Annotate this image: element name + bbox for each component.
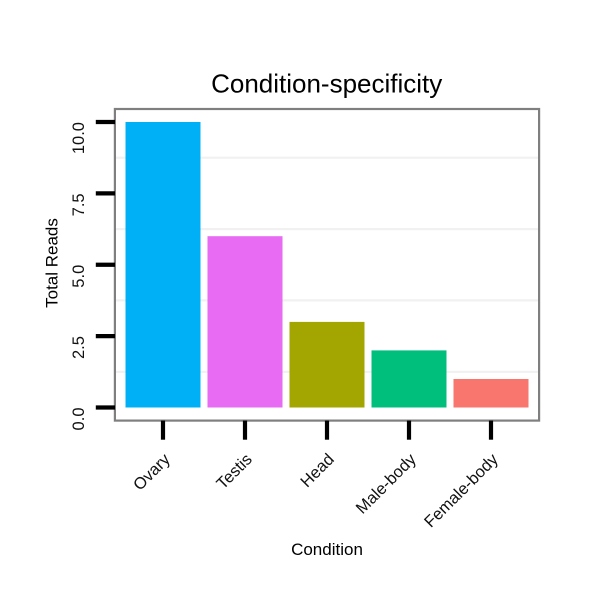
svg-text:Condition-specificity: Condition-specificity [211, 69, 442, 99]
svg-text:7.5: 7.5 [70, 193, 88, 216]
svg-text:5.0: 5.0 [70, 265, 88, 288]
svg-text:0.0: 0.0 [70, 408, 88, 431]
svg-text:2.5: 2.5 [70, 336, 88, 359]
svg-text:Total Reads: Total Reads [43, 218, 62, 308]
svg-text:10.0: 10.0 [70, 122, 88, 154]
svg-text:Condition: Condition [291, 540, 363, 559]
